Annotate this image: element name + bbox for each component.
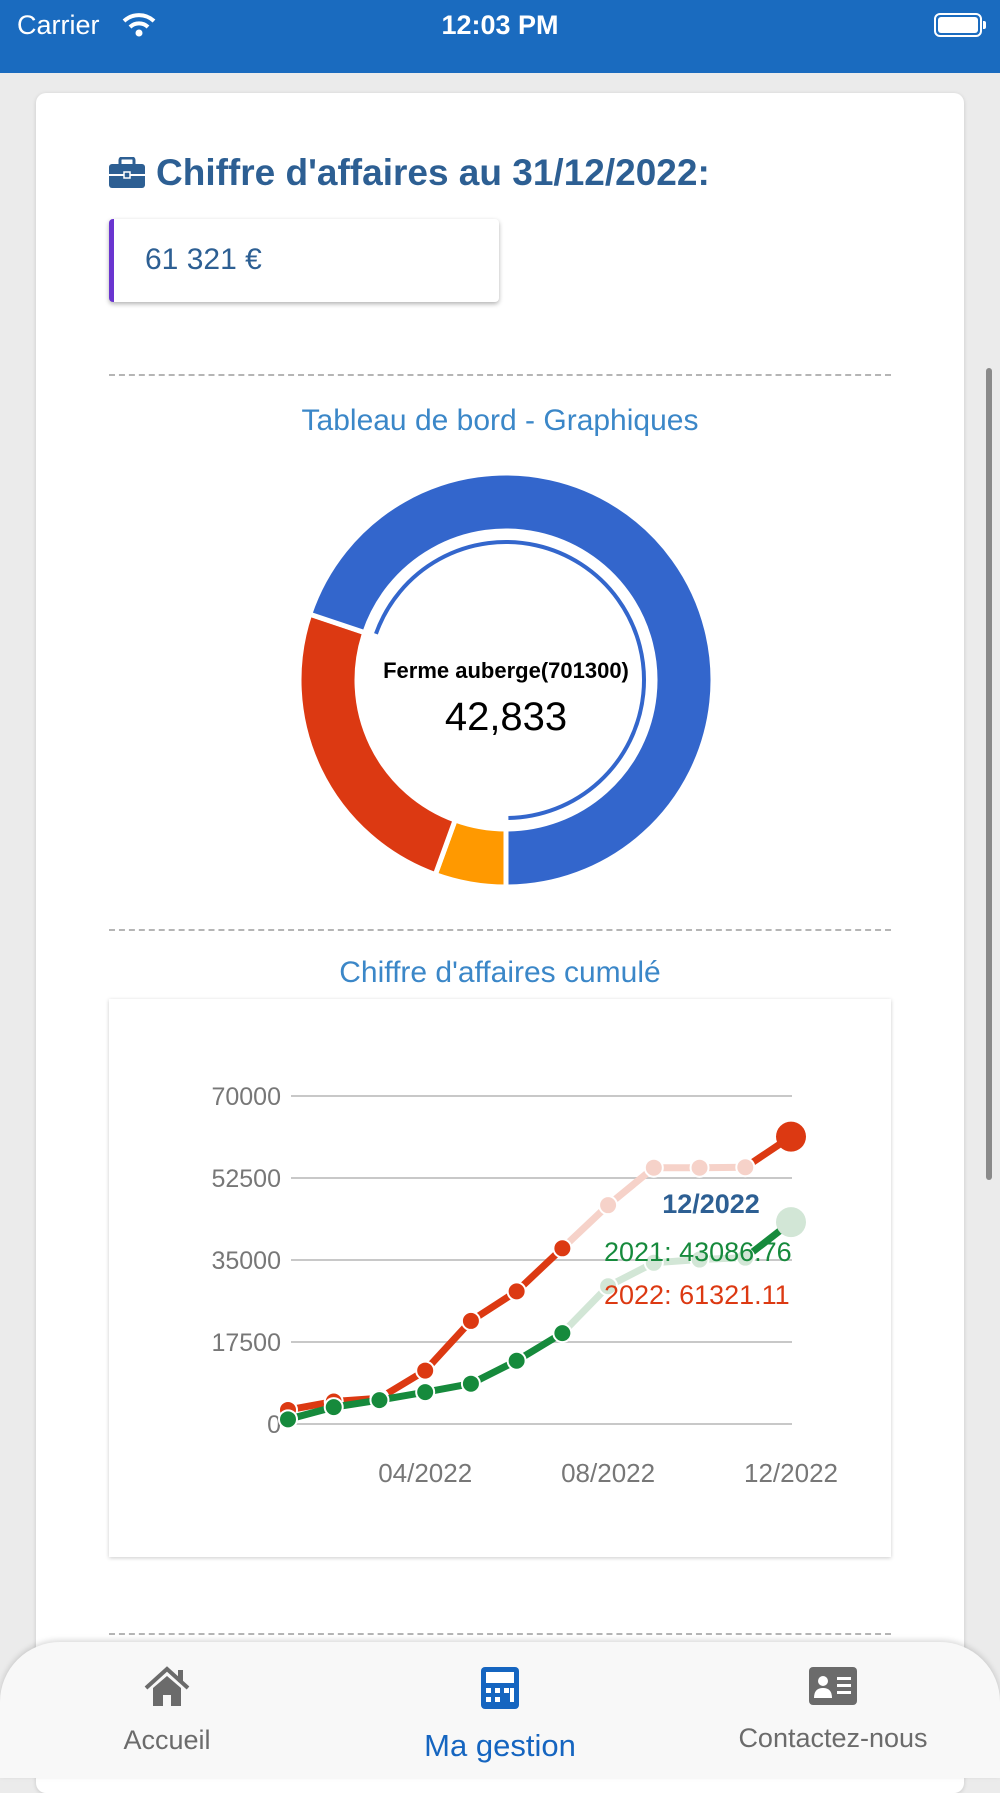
data-point	[776, 1122, 806, 1152]
nav-contactez-nous[interactable]: Contactez-nous	[683, 1666, 983, 1754]
data-point	[645, 1159, 663, 1177]
data-point	[736, 1158, 754, 1176]
tooltip-line: 2022: 61321.11	[604, 1280, 790, 1310]
bottom-nav: Accueil Ma gestion Contactez-nous	[0, 1642, 1000, 1778]
data-point	[462, 1375, 480, 1393]
calculator-icon	[480, 1666, 520, 1710]
y-tick-label: 17500	[211, 1329, 281, 1357]
series-line-segment	[425, 1321, 471, 1371]
data-point	[370, 1391, 388, 1409]
nav-ma-gestion[interactable]: Ma gestion	[350, 1666, 650, 1764]
y-tick-label: 52500	[211, 1165, 281, 1193]
tooltip-title: 12/2022	[662, 1189, 760, 1219]
contact-card-icon	[808, 1666, 858, 1706]
data-point	[416, 1383, 434, 1401]
x-tick-label: 08/2022	[561, 1458, 655, 1488]
nav-label: Contactez-nous	[683, 1723, 983, 1754]
data-point	[279, 1410, 297, 1428]
data-point	[508, 1282, 526, 1300]
y-tick-label: 70000	[211, 1083, 281, 1111]
x-tick-label: 12/2022	[744, 1458, 838, 1488]
data-point	[599, 1196, 617, 1214]
data-point	[325, 1398, 343, 1416]
home-icon	[142, 1666, 192, 1708]
tooltip-line: 2021: 43086.76	[604, 1237, 792, 1267]
y-tick-label: 35000	[211, 1247, 281, 1275]
data-point	[553, 1324, 571, 1342]
data-point	[691, 1159, 709, 1177]
nav-label: Accueil	[17, 1725, 317, 1756]
data-point	[508, 1352, 526, 1370]
data-point	[776, 1207, 806, 1237]
data-point	[462, 1312, 480, 1330]
divider	[109, 1633, 891, 1635]
x-tick-label: 04/2022	[378, 1458, 472, 1488]
nav-accueil[interactable]: Accueil	[17, 1666, 317, 1756]
nav-label: Ma gestion	[350, 1728, 650, 1764]
data-point	[416, 1362, 434, 1380]
data-point	[553, 1239, 571, 1257]
